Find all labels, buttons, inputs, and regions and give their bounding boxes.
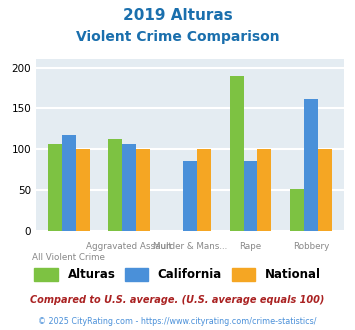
Text: Violent Crime Comparison: Violent Crime Comparison — [76, 30, 279, 44]
Text: Rape: Rape — [239, 242, 262, 251]
Text: All Violent Crime: All Violent Crime — [32, 253, 105, 262]
Bar — [76, 149, 90, 231]
Bar — [230, 76, 244, 231]
Bar — [109, 139, 122, 231]
Bar — [318, 149, 332, 231]
Bar — [304, 99, 318, 231]
Text: Compared to U.S. average. (U.S. average equals 100): Compared to U.S. average. (U.S. average … — [30, 295, 325, 305]
Bar — [290, 189, 304, 231]
Text: Murder & Mans...: Murder & Mans... — [153, 242, 227, 251]
Bar — [122, 144, 136, 231]
Bar — [244, 161, 257, 231]
Text: Robbery: Robbery — [293, 242, 329, 251]
Text: Aggravated Assault: Aggravated Assault — [86, 242, 172, 251]
Bar — [183, 161, 197, 231]
Text: © 2025 CityRating.com - https://www.cityrating.com/crime-statistics/: © 2025 CityRating.com - https://www.city… — [38, 317, 317, 326]
Text: 2019 Alturas: 2019 Alturas — [122, 8, 233, 23]
Bar — [136, 149, 150, 231]
Bar — [257, 149, 271, 231]
Legend: Alturas, California, National: Alturas, California, National — [30, 263, 325, 286]
Bar — [197, 149, 211, 231]
Bar — [48, 144, 62, 231]
Bar — [62, 135, 76, 231]
